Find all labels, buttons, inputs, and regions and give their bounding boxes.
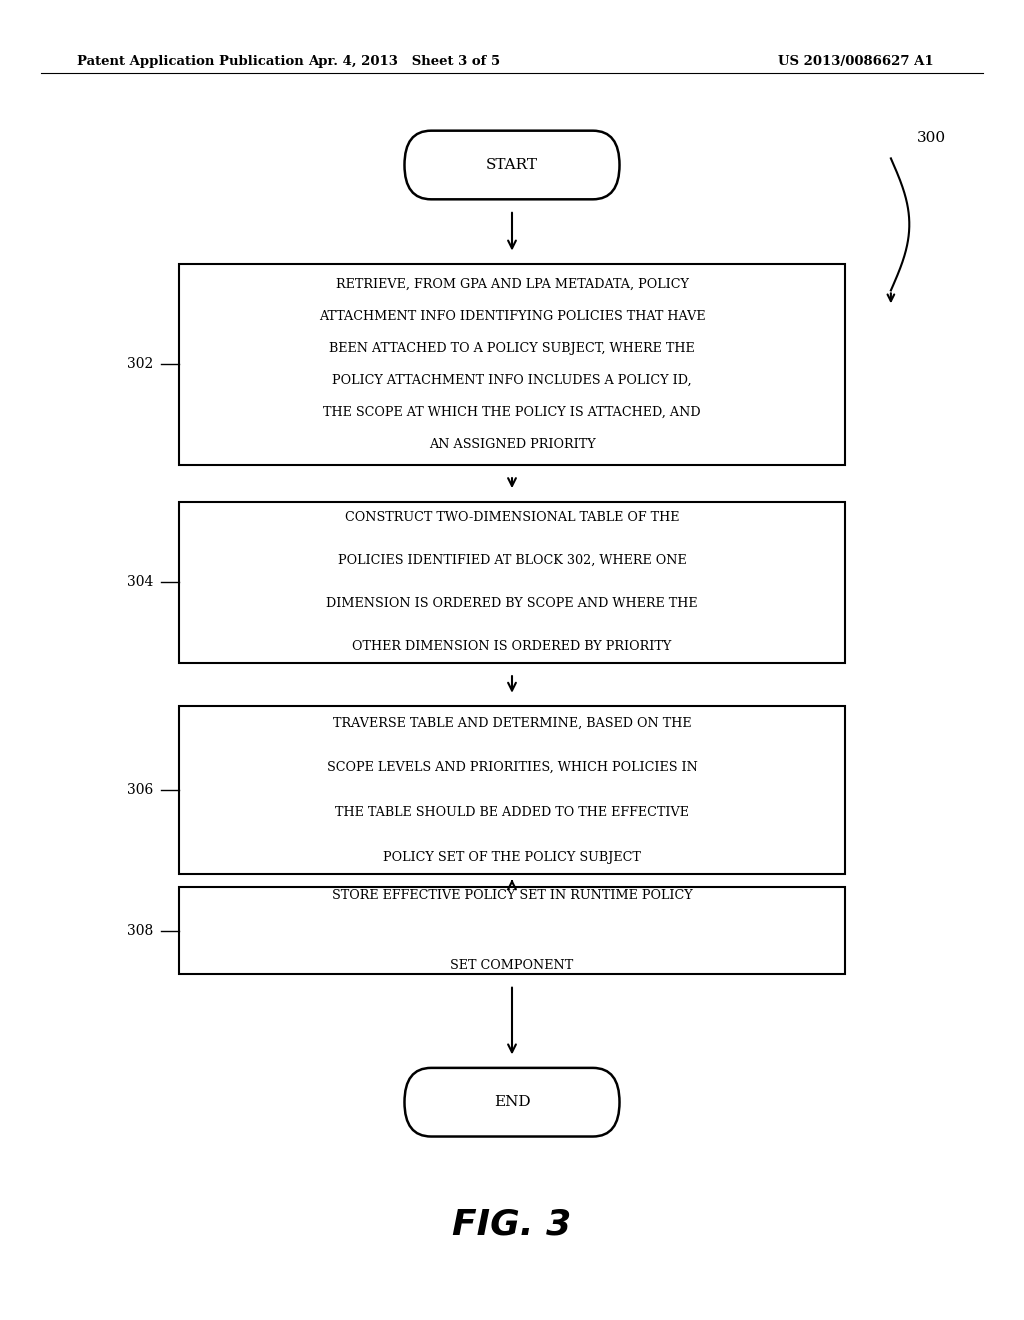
Text: Patent Application Publication: Patent Application Publication [77, 55, 303, 69]
Text: POLICY ATTACHMENT INFO INCLUDES A POLICY ID,: POLICY ATTACHMENT INFO INCLUDES A POLICY… [332, 374, 692, 387]
Text: START: START [486, 158, 538, 172]
Text: FIG. 3: FIG. 3 [453, 1208, 571, 1242]
Text: CONSTRUCT TWO-DIMENSIONAL TABLE OF THE: CONSTRUCT TWO-DIMENSIONAL TABLE OF THE [345, 511, 679, 524]
Text: END: END [494, 1096, 530, 1109]
Text: THE TABLE SHOULD BE ADDED TO THE EFFECTIVE: THE TABLE SHOULD BE ADDED TO THE EFFECTI… [335, 807, 689, 818]
Text: 308: 308 [127, 924, 154, 937]
Text: ATTACHMENT INFO IDENTIFYING POLICIES THAT HAVE: ATTACHMENT INFO IDENTIFYING POLICIES THA… [318, 310, 706, 322]
Text: US 2013/0086627 A1: US 2013/0086627 A1 [778, 55, 934, 69]
Text: BEEN ATTACHED TO A POLICY SUBJECT, WHERE THE: BEEN ATTACHED TO A POLICY SUBJECT, WHERE… [329, 342, 695, 355]
Text: Apr. 4, 2013   Sheet 3 of 5: Apr. 4, 2013 Sheet 3 of 5 [308, 55, 501, 69]
FancyBboxPatch shape [404, 131, 620, 199]
Text: 304: 304 [127, 576, 154, 589]
Text: POLICY SET OF THE POLICY SUBJECT: POLICY SET OF THE POLICY SUBJECT [383, 850, 641, 863]
Text: SCOPE LEVELS AND PRIORITIES, WHICH POLICIES IN: SCOPE LEVELS AND PRIORITIES, WHICH POLIC… [327, 762, 697, 774]
FancyBboxPatch shape [179, 706, 845, 874]
Text: TRAVERSE TABLE AND DETERMINE, BASED ON THE: TRAVERSE TABLE AND DETERMINE, BASED ON T… [333, 717, 691, 730]
Text: POLICIES IDENTIFIED AT BLOCK 302, WHERE ONE: POLICIES IDENTIFIED AT BLOCK 302, WHERE … [338, 554, 686, 568]
Text: DIMENSION IS ORDERED BY SCOPE AND WHERE THE: DIMENSION IS ORDERED BY SCOPE AND WHERE … [327, 597, 697, 610]
Text: 306: 306 [127, 783, 154, 797]
Text: STORE EFFECTIVE POLICY SET IN RUNTIME POLICY: STORE EFFECTIVE POLICY SET IN RUNTIME PO… [332, 890, 692, 903]
Text: SET COMPONENT: SET COMPONENT [451, 958, 573, 972]
Text: RETRIEVE, FROM GPA AND LPA METADATA, POLICY: RETRIEVE, FROM GPA AND LPA METADATA, POL… [336, 277, 688, 290]
Text: THE SCOPE AT WHICH THE POLICY IS ATTACHED, AND: THE SCOPE AT WHICH THE POLICY IS ATTACHE… [324, 407, 700, 418]
FancyBboxPatch shape [179, 502, 845, 663]
Text: 302: 302 [127, 358, 154, 371]
Text: OTHER DIMENSION IS ORDERED BY PRIORITY: OTHER DIMENSION IS ORDERED BY PRIORITY [352, 640, 672, 653]
FancyBboxPatch shape [179, 887, 845, 974]
Text: 300: 300 [916, 131, 945, 145]
FancyBboxPatch shape [404, 1068, 620, 1137]
FancyBboxPatch shape [179, 264, 845, 465]
Text: AN ASSIGNED PRIORITY: AN ASSIGNED PRIORITY [429, 438, 595, 451]
